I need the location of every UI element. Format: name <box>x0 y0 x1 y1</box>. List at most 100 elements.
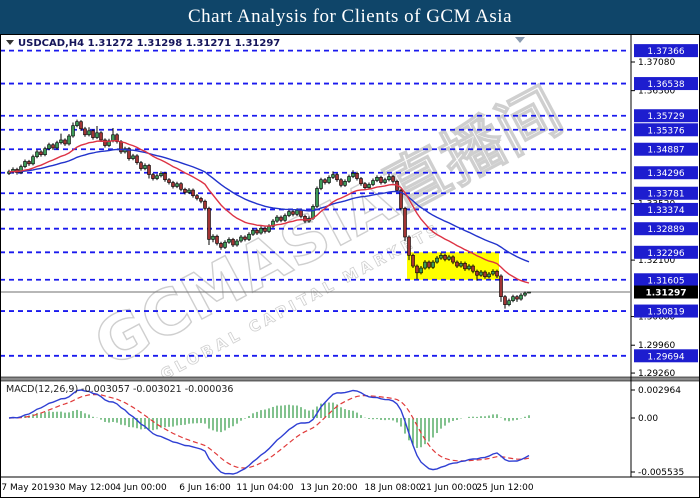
chart-shift-arrow-icon[interactable] <box>515 37 525 43</box>
candle-bull <box>431 261 435 268</box>
price-tick-label: 1.36360 <box>638 87 675 97</box>
candle-bull <box>19 166 23 173</box>
price-level-label-box <box>634 304 698 318</box>
candle-bull <box>283 215 287 221</box>
candle-bull <box>67 135 71 145</box>
current-price-label: 1.31297 <box>646 289 687 299</box>
candle-bull <box>87 130 91 136</box>
price-level-label: 1.32296 <box>647 249 684 259</box>
candle-bear <box>323 179 327 183</box>
candle-bear <box>451 256 455 263</box>
candle-bull <box>43 148 47 155</box>
candle-bear <box>495 270 499 277</box>
price-level-label: 1.34296 <box>647 169 684 179</box>
price-level-label: 1.32889 <box>647 225 684 235</box>
candle-bull <box>343 181 347 186</box>
candle-bull <box>267 225 271 232</box>
macd-scale-label: -0.005535 <box>638 468 684 478</box>
candle-bull <box>507 300 511 305</box>
candle-bear <box>303 216 307 222</box>
price-level-label: 1.37366 <box>647 47 684 57</box>
price-level-label: 1.33781 <box>647 190 684 200</box>
macd-scale-label: 0.00 <box>638 414 658 424</box>
candle-bull <box>315 188 319 207</box>
candle-bull <box>275 216 279 222</box>
price-tick-label: 1.29960 <box>638 341 675 351</box>
candle-bear <box>243 236 247 240</box>
candle-bear <box>407 236 411 256</box>
candle-bear <box>443 255 447 260</box>
candle-bear <box>499 275 503 297</box>
quote-header[interactable]: USDCAD,H4 1.31272 1.31298 1.31271 1.3129… <box>6 38 280 49</box>
candles-layer[interactable] <box>7 119 531 309</box>
candle-bear <box>291 211 295 215</box>
price-level-label: 1.34887 <box>647 146 684 156</box>
panel-divider[interactable] <box>0 376 700 382</box>
price-level-label: 1.33374 <box>647 206 684 216</box>
candle-bear <box>39 151 43 155</box>
candle-bear <box>475 270 479 276</box>
candle-bear <box>471 265 475 272</box>
candle-bear <box>127 148 131 159</box>
candle-bull <box>71 125 75 137</box>
time-axis[interactable]: 27 May 2019 30 May 12:00 4 Jun 00:00 6 Jun … <box>0 483 534 493</box>
candle-bear <box>203 200 207 209</box>
candle-bear <box>171 182 175 187</box>
candle-bull <box>155 175 159 179</box>
candle-bear <box>455 261 459 267</box>
candle-bull <box>131 155 135 159</box>
candle-bear <box>427 261 431 268</box>
candle-bear <box>355 173 359 179</box>
candle-bull <box>331 174 335 178</box>
candle-bull <box>187 189 191 193</box>
candle-bear <box>191 189 195 196</box>
candle-bear <box>115 134 119 142</box>
candle-bull <box>367 184 371 188</box>
candle-bull <box>487 273 491 278</box>
candle-bear <box>411 255 415 267</box>
symbol-dropdown-icon[interactable] <box>6 40 14 45</box>
candle-bull <box>235 240 239 246</box>
price-level-label-box <box>634 202 698 216</box>
candle-bull <box>111 134 115 142</box>
candle-bear <box>63 139 67 145</box>
candle-bear <box>359 178 363 185</box>
candle-bull <box>143 165 147 169</box>
candle-bull <box>55 142 59 149</box>
quote-ohlc-text: USDCAD,H4 1.31272 1.31298 1.31271 1.3129… <box>18 38 280 49</box>
candle-bear <box>83 128 87 136</box>
candle-bull <box>419 267 423 274</box>
candle-bear <box>103 139 107 146</box>
price-level-label-box <box>634 44 698 58</box>
price-level-label: 1.36538 <box>647 80 684 90</box>
price-tick-label: 1.32100 <box>638 256 675 266</box>
candle-bull <box>223 241 227 248</box>
candle-bear <box>99 132 103 141</box>
candle-bear <box>379 177 383 183</box>
price-tick-label: 1.30680 <box>638 313 675 323</box>
page-title: Chart Analysis for Clients of GCM Asia <box>187 6 513 27</box>
price-level-label-box <box>634 273 698 287</box>
candle-bull <box>491 270 495 275</box>
price-level-label: 1.35729 <box>647 112 684 122</box>
price-axis[interactable]: 1.370801.363601.335201.321001.306801.299… <box>631 44 698 478</box>
candle-bull <box>295 210 299 215</box>
price-level-label-box <box>634 222 698 236</box>
candle-bull <box>327 177 331 183</box>
candle-bull <box>387 176 391 181</box>
candle-bear <box>399 190 403 209</box>
candle-bull <box>31 156 35 165</box>
candle-bear <box>299 210 303 217</box>
candle-bear <box>27 161 31 165</box>
candle-bull <box>375 177 379 181</box>
candle-bull <box>523 292 527 296</box>
candle-bear <box>91 130 95 138</box>
candle-bear <box>463 262 467 270</box>
candle-bear <box>195 195 199 199</box>
candle-bear <box>231 239 235 246</box>
macd-main-line <box>8 389 530 475</box>
time-tick-label: 13 Jun 20:00 <box>300 483 357 493</box>
price-level-label: 1.35376 <box>647 126 684 136</box>
candle-bear <box>335 174 339 181</box>
